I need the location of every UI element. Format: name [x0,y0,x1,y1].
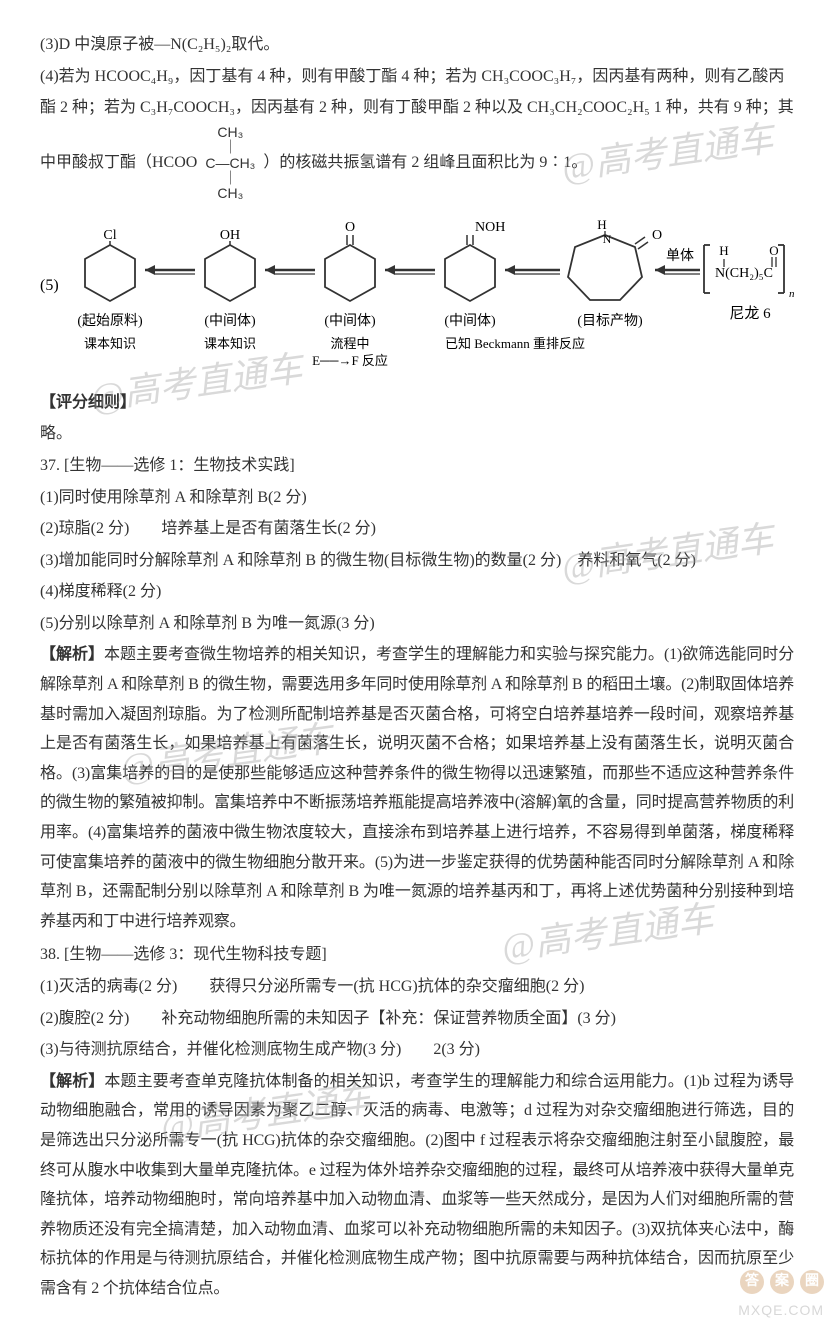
label-5: (5) [40,277,59,294]
tert-butyl-formula: CH₃ ｜ C—CH₃ ｜ CH₃ [205,125,255,202]
corner-dot-2: 案 [770,1270,794,1294]
q38-analysis: 【解析】本题主要考查单克隆抗体制备的相关知识，考查学生的理解能力和综合运用能力。… [40,1067,794,1304]
corner-dot-1: 答 [740,1270,764,1294]
q37-a4: (4)梯度稀释(2 分) [40,577,794,607]
q37-a5: (5)分别以除草剂 A 和除草剂 B 为唯一氮源(3 分) [40,609,794,639]
rubric-title: 【评分细则】 [40,388,794,418]
svg-text:(目标产物): (目标产物) [577,313,643,329]
q37-a3: (3)增加能同时分解除草剂 A 和除草剂 B 的微生物(目标微生物)的数量(2 … [40,546,794,576]
svg-text:O: O [769,243,778,258]
svg-text:尼龙 6: 尼龙 6 [729,305,771,322]
synthesis-diagram: (5) Cl (起始原料) 课本知识 OH (中间体) 课本知识 [40,210,794,380]
q37-heading: 37. [生物——选修 1：生物技术实践] [40,451,794,481]
q38-analysis-text: 本题主要考查单克隆抗体制备的相关知识，考查学生的理解能力和综合运用能力。(1)b… [40,1073,794,1297]
svg-text:(起始原料): (起始原料) [77,313,143,329]
q37-a2: (2)琼脂(2 分) 培养基上是否有菌落生长(2 分) [40,514,794,544]
para-3: (3)D 中溴原子被—N(C₂H₅)₂取代。 [40,30,794,60]
svg-text:NOH: NOH [475,220,505,235]
para-4c: 中甲酸叔丁酯（HCOO CH₃ ｜ C—CH₃ ｜ CH₃ ）的核磁共振氢谱有 … [40,125,794,202]
q37-analysis-text: 本题主要考查微生物培养的相关知识，考查学生的理解能力和实验与探究能力。(1)欲筛… [40,646,794,929]
para-4a: (4)若为 HCOOC₄H₉，因丁基有 4 种，则有甲酸丁酯 4 种；若为 CH… [40,62,794,92]
q37-a1: (1)同时使用除草剂 A 和除草剂 B(2 分) [40,483,794,513]
svg-text:单体: 单体 [666,248,694,264]
svg-text:N(CH₂)₅C: N(CH₂)₅C [715,266,773,281]
para-4c-pre: 中甲酸叔丁酯（HCOO [40,154,197,171]
rubric-omit: 略。 [40,419,794,449]
svg-text:H: H [719,243,728,258]
svg-text:(中间体): (中间体) [444,313,496,329]
q38-a1: (1)灭活的病毒(2 分) 获得只分泌所需专一(抗 HCG)抗体的杂交瘤细胞(2… [40,972,794,1002]
svg-text:课本知识: 课本知识 [204,336,256,351]
svg-text:已知 Beckmann 重排反应: 已知 Beckmann 重排反应 [445,336,585,351]
corner-url: MXQE.COM [694,1298,824,1324]
svg-text:课本知识: 课本知识 [84,336,136,351]
q38-analysis-label: 【解析】 [40,1073,104,1090]
corner-dot-3: 圈 [800,1270,824,1294]
q38-heading: 38. [生物——选修 3：现代生物科技专题] [40,940,794,970]
svg-text:O: O [652,228,662,243]
q38-a3: (3)与待测抗原结合，并催化检测底物生成产物(3 分) 2(3 分) [40,1035,794,1065]
svg-text:E──→F 反应: E──→F 反应 [312,353,388,368]
corner-logo: 答 案 圈 MXQE.COM [694,1270,824,1330]
q38-a2: (2)腹腔(2 分) 补充动物细胞所需的未知因子【补充：保证营养物质全面】(3 … [40,1004,794,1034]
svg-text:O: O [345,220,355,235]
svg-text:N: N [603,232,612,246]
svg-text:流程中: 流程中 [330,336,369,351]
q37-analysis-label: 【解析】 [40,646,104,663]
svg-text:(中间体): (中间体) [324,313,376,329]
svg-text:H: H [597,217,606,232]
svg-text:OH: OH [220,228,240,243]
q37-analysis: 【解析】本题主要考查微生物培养的相关知识，考查学生的理解能力和实验与探究能力。(… [40,640,794,936]
svg-text:n: n [789,288,794,300]
para-4c-post: ）的核磁共振氢谱有 2 组峰且面积比为 9∶1。 [263,154,587,171]
para-4b: 酯 2 种；若为 C₃H₇COOCH₃，因丙基有 2 种，则有丁酸甲酯 2 种以… [40,93,794,123]
svg-text:(中间体): (中间体) [204,313,256,329]
svg-text:Cl: Cl [103,228,116,243]
